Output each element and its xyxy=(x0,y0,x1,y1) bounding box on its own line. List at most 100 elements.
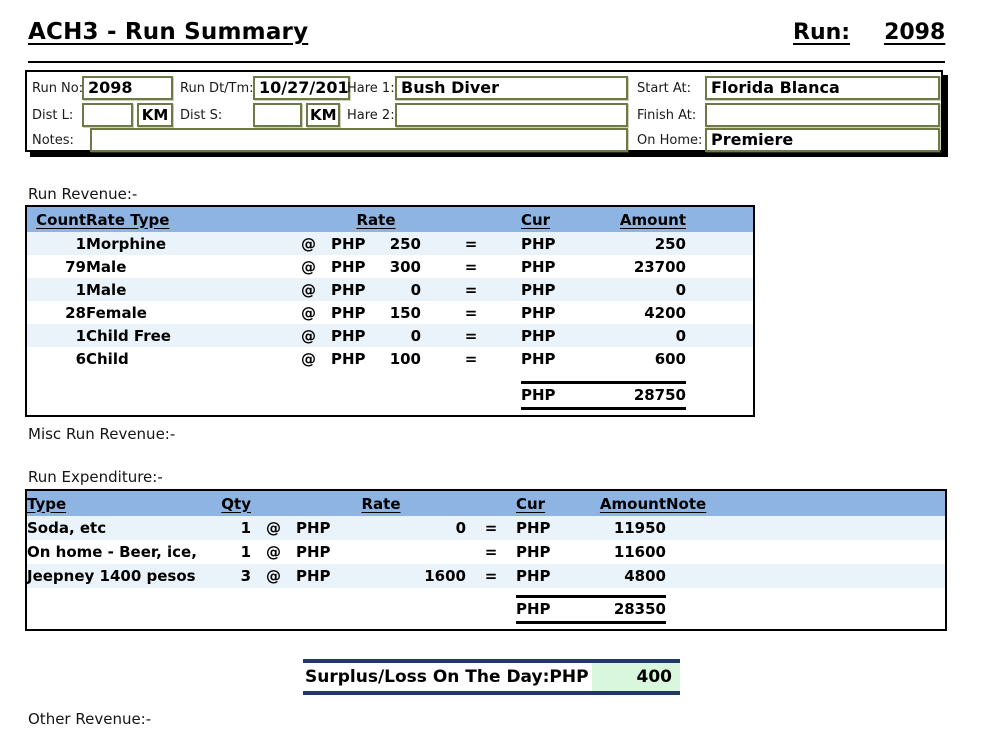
at-symbol: @ xyxy=(301,349,316,368)
equals-symbol: = xyxy=(421,232,521,255)
expenditure-type: Soda, etc xyxy=(26,516,216,540)
run-number: 2098 xyxy=(884,20,946,45)
revenue-header-spacer xyxy=(286,206,331,232)
expenditure-header-spacer2 xyxy=(466,490,516,516)
revenue-rate: 250 xyxy=(376,232,421,255)
surplus-box: Surplus/Loss On The Day: PHP 400 xyxy=(303,659,680,695)
revenue-rate: 0 xyxy=(376,278,421,301)
hare2-field[interactable] xyxy=(395,103,628,127)
revenue-header-count: Count xyxy=(26,206,86,232)
expenditure-qty: 3 xyxy=(216,564,251,588)
revenue-cur: PHP xyxy=(521,278,596,301)
revenue-count: 1 xyxy=(26,324,86,347)
expenditure-row: Soda, etc 1 @ PHP 0 = PHP 11950 xyxy=(26,516,946,540)
notes-label: Notes: xyxy=(32,133,74,148)
expenditure-note xyxy=(666,564,946,588)
expenditure-note xyxy=(666,516,946,540)
spacer-row xyxy=(26,622,946,630)
revenue-count: 28 xyxy=(65,303,86,322)
expenditure-rate-cur: PHP xyxy=(296,564,346,588)
revenue-amount: 23700 xyxy=(633,257,686,276)
dist-s-label: Dist S: xyxy=(180,108,223,123)
expenditure-rate-cur: PHP xyxy=(296,516,346,540)
hare2-label: Hare 2: xyxy=(347,108,395,123)
revenue-total-row: PHP 28750 xyxy=(26,380,754,410)
expenditure-cur: PHP xyxy=(516,564,591,588)
at-symbol: @ xyxy=(286,232,331,255)
revenue-amount: 4200 xyxy=(644,303,686,322)
at-symbol: @ xyxy=(301,257,316,276)
revenue-cur: PHP xyxy=(521,324,596,347)
hare1-label: Hare 1: xyxy=(347,81,395,96)
expenditure-rate-cur: PHP xyxy=(296,543,331,561)
equals-symbol: = xyxy=(466,516,516,540)
run-revenue-table: Count Rate Type Rate Cur Amount 1 Morphi… xyxy=(25,205,755,417)
revenue-cur: PHP xyxy=(521,349,556,368)
revenue-row: 6 Child @ PHP 100 = PHP 600 xyxy=(26,347,754,370)
at-symbol: @ xyxy=(301,303,316,322)
revenue-amount: 600 xyxy=(654,349,686,368)
expenditure-total-row: PHP 28350 xyxy=(26,594,946,624)
hare1-field[interactable]: Bush Diver xyxy=(395,76,628,100)
expenditure-total-amount: 28350 xyxy=(591,594,666,624)
revenue-rate-cur: PHP xyxy=(331,324,376,347)
expenditure-amount: 4800 xyxy=(591,564,666,588)
revenue-type: Child Free xyxy=(86,324,286,347)
revenue-rate: 300 xyxy=(389,257,421,276)
at-symbol: @ xyxy=(251,516,296,540)
revenue-header-rate-type: Rate Type xyxy=(86,206,286,232)
revenue-type: Female xyxy=(86,303,147,322)
revenue-rate: 100 xyxy=(389,349,421,368)
run-no-field[interactable]: 2098 xyxy=(82,76,173,100)
run-details-form: Run No: 2098 Run Dt/Tm: 10/27/2018 Hare … xyxy=(25,70,943,152)
revenue-type: Male xyxy=(86,257,127,276)
equals-symbol: = xyxy=(466,564,516,588)
revenue-header-spacer2 xyxy=(421,206,521,232)
expenditure-rate: 1600 xyxy=(346,564,466,588)
on-home-field[interactable]: Premiere xyxy=(705,128,940,152)
dist-s-field[interactable] xyxy=(253,103,302,127)
expenditure-header-qty: Qty xyxy=(216,490,251,516)
equals-symbol: = xyxy=(464,303,478,322)
on-home-label: On Home: xyxy=(637,133,703,148)
notes-field[interactable] xyxy=(90,128,628,152)
expenditure-amount: 11950 xyxy=(591,516,666,540)
revenue-cur: PHP xyxy=(521,232,596,255)
spacer-row xyxy=(26,408,754,416)
expenditure-header-type: Type xyxy=(26,490,216,516)
expenditure-header-note: Note xyxy=(666,490,946,516)
revenue-amount: 0 xyxy=(596,324,686,347)
expenditure-rate: 0 xyxy=(346,516,466,540)
revenue-cur: PHP xyxy=(521,257,556,276)
expenditure-header-cur: Cur xyxy=(516,490,591,516)
revenue-cur: PHP xyxy=(521,303,556,322)
revenue-header-row: Count Rate Type Rate Cur Amount xyxy=(26,206,754,232)
revenue-count: 1 xyxy=(26,232,86,255)
revenue-header-rate: Rate xyxy=(331,206,421,232)
run-expenditure-table: Type Qty Rate Cur Amount Note Soda, etc … xyxy=(25,489,947,631)
expenditure-amount: 11600 xyxy=(613,543,666,561)
finish-at-field[interactable] xyxy=(705,103,940,127)
revenue-rate-cur: PHP xyxy=(331,232,376,255)
revenue-rate-cur: PHP xyxy=(331,303,366,322)
start-at-field[interactable]: Florida Blanca xyxy=(705,76,940,100)
dist-l-field[interactable] xyxy=(82,103,133,127)
page-title: ACH3 - Run Summary xyxy=(28,19,309,45)
revenue-amount: 250 xyxy=(596,232,686,255)
revenue-type: Morphine xyxy=(86,232,286,255)
expenditure-cur: PHP xyxy=(516,516,591,540)
revenue-row: 1 Morphine @ PHP 250 = PHP 250 xyxy=(26,232,754,255)
expenditure-header-spacer xyxy=(251,490,296,516)
other-revenue-section-label: Other Revenue:- xyxy=(28,710,152,728)
expenditure-qty: 1 xyxy=(240,543,251,561)
run-dttm-label: Run Dt/Tm: xyxy=(180,81,254,96)
revenue-type: Male xyxy=(86,278,286,301)
expenditure-total-cur: PHP xyxy=(516,594,591,624)
run-dttm-field[interactable]: 10/27/2018 xyxy=(253,76,350,100)
surplus-currency: PHP xyxy=(549,667,589,687)
revenue-amount: 0 xyxy=(596,278,686,301)
revenue-row: 1 Child Free @ PHP 0 = PHP 0 xyxy=(26,324,754,347)
dist-l-label: Dist L: xyxy=(32,108,74,123)
header-divider xyxy=(28,61,945,63)
run-number-header: Run: 2098 xyxy=(793,20,945,45)
